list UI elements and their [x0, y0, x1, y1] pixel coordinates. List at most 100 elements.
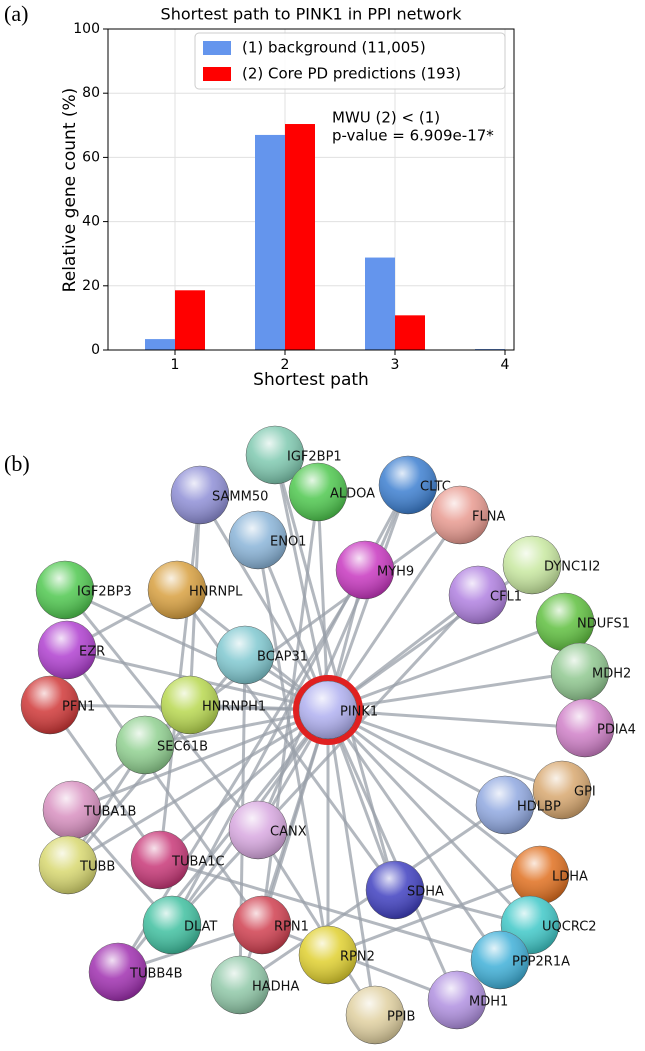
node-label: ALDOA — [330, 487, 375, 502]
y-tick-label: 60 — [82, 149, 100, 165]
node-shine — [43, 781, 101, 839]
node-label: MDH1 — [469, 995, 508, 1010]
node-label: MDH2 — [592, 667, 631, 682]
node-shine — [299, 926, 357, 984]
edge — [326, 709, 459, 1001]
node-label: TUBB — [79, 860, 115, 875]
bar — [255, 134, 285, 350]
node-label: BCAP31 — [257, 650, 308, 665]
bar — [365, 257, 395, 350]
node-label: PPP2R1A — [512, 955, 570, 970]
y-tick-label: 80 — [82, 85, 100, 101]
edge — [273, 454, 397, 891]
node-label: CFL1 — [490, 590, 522, 605]
node-label: NDUFS1 — [577, 617, 630, 632]
edge — [326, 514, 462, 711]
node-shine — [428, 971, 486, 1029]
x-tick-label: 3 — [391, 357, 400, 373]
x-tick-label: 1 — [171, 357, 180, 373]
bar — [285, 124, 315, 351]
edge — [175, 589, 397, 891]
node-label: SEC61B — [157, 740, 208, 755]
y-axis-label: Relative gene count (%) — [60, 88, 80, 293]
bar — [145, 339, 175, 350]
node-label: GPI — [574, 785, 596, 800]
y-tick-label: 20 — [82, 278, 100, 294]
node-label: DLAT — [184, 920, 217, 935]
node-label: HDLBP — [517, 800, 561, 815]
node-label: TUBA1C — [171, 855, 225, 870]
node-label: RPN1 — [274, 920, 309, 935]
edge — [327, 670, 581, 712]
edges — [48, 454, 586, 1016]
node-label: DYNC1I2 — [544, 560, 600, 575]
node-label: FLNA — [472, 510, 505, 525]
bar — [395, 315, 425, 350]
panel-label: (b) — [4, 451, 30, 476]
node-shine — [216, 626, 274, 684]
node-shine — [39, 836, 97, 894]
node-label: UQCRC2 — [542, 920, 597, 935]
panel-label: (a) — [4, 1, 28, 26]
node-label: LDHA — [552, 870, 588, 885]
node-shine — [148, 561, 206, 619]
edge — [261, 923, 458, 1002]
node-shine — [431, 486, 489, 544]
node-shine — [233, 896, 291, 954]
node-label: PINK1 — [340, 705, 378, 720]
edge — [273, 454, 330, 711]
node-shine — [346, 986, 404, 1044]
node-label: HADHA — [252, 980, 299, 995]
nodes: IGF2BP1 CLTC SAMM50 ALDOA FLNA ENO1 MYH9 DYNC1I… — [20, 425, 636, 1045]
edge — [327, 708, 541, 877]
node-shine — [246, 426, 304, 484]
node-label: RPN2 — [340, 950, 375, 965]
node-label: IGF2BP1 — [287, 450, 342, 465]
edge — [48, 704, 162, 861]
x-tick-label: 2 — [281, 357, 290, 373]
y-tick-label: 0 — [91, 342, 100, 358]
node-label: EZR — [79, 645, 105, 660]
annotation: MWU (2) < (1) — [332, 109, 440, 127]
node-label: SDHA — [407, 885, 444, 900]
edge — [256, 829, 377, 1016]
chart-title: Shortest path to PINK1 in PPI network — [161, 5, 463, 24]
x-axis-label: Shortest path — [253, 370, 369, 390]
node-shine — [511, 846, 569, 904]
node-shine — [299, 681, 357, 739]
hub-ring — [293, 675, 363, 745]
node-label: CLTC — [420, 480, 451, 495]
edge — [159, 858, 501, 962]
node-label: MYH9 — [377, 565, 414, 580]
edge — [326, 708, 532, 927]
node-shine — [38, 621, 96, 679]
node-shine — [471, 931, 529, 989]
node-label: PDIA4 — [597, 723, 636, 738]
node-shine — [503, 536, 561, 594]
plot-frame — [107, 28, 515, 351]
node-label: TUBB4B — [129, 967, 182, 982]
node-shine — [21, 676, 79, 734]
y-tick-label: 40 — [82, 214, 100, 230]
node-label: CANX — [270, 825, 307, 840]
node-label: IGF2BP3 — [77, 585, 132, 600]
node-label: PPIB — [387, 1010, 415, 1025]
node-shine — [211, 956, 269, 1014]
node-shine — [449, 566, 507, 624]
node-shine — [366, 861, 424, 919]
y-tick-label: 100 — [73, 21, 100, 37]
edge — [327, 620, 566, 712]
edge — [327, 708, 563, 792]
node-shine — [476, 776, 534, 834]
node-label: SAMM50 — [212, 490, 268, 505]
node-label: HNRNPL — [189, 585, 243, 600]
node-shine — [533, 761, 591, 819]
node-shine — [229, 511, 287, 569]
node-shine — [379, 456, 437, 514]
bar — [175, 290, 205, 350]
node-label: ENO1 — [270, 535, 306, 550]
edge — [327, 708, 586, 730]
node-shine — [229, 801, 287, 859]
node-label: PFN1 — [62, 700, 95, 715]
